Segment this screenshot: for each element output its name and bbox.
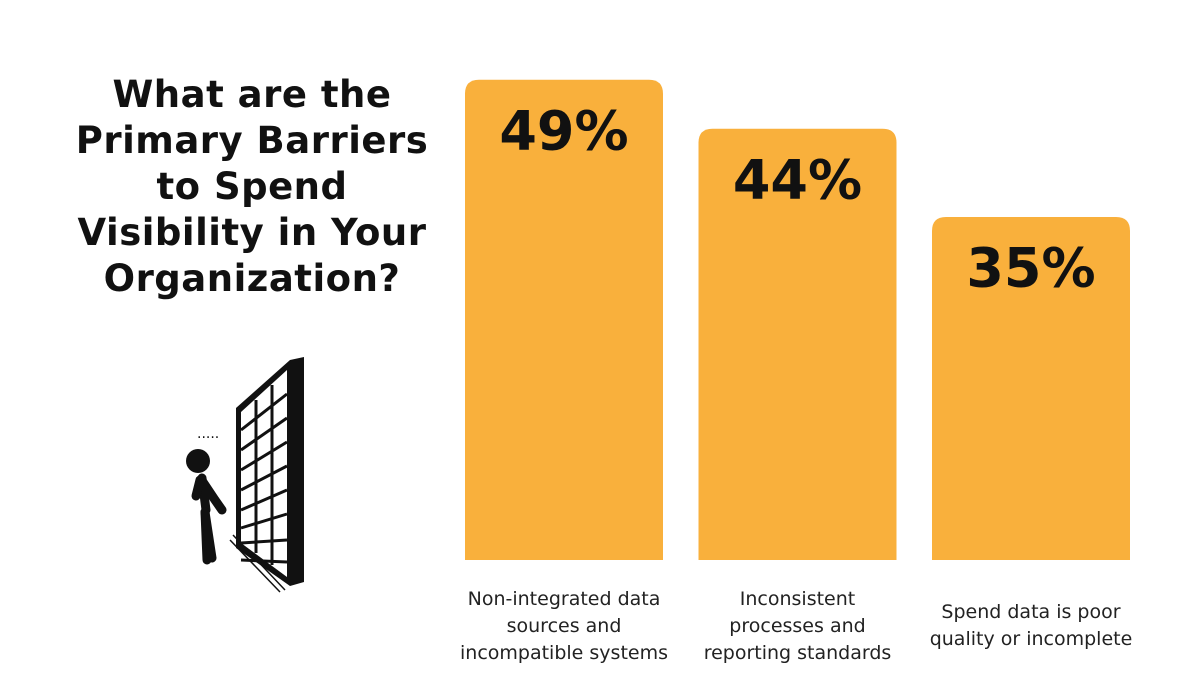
category-label: Spend data is poor quality or incomplete: [929, 601, 1133, 650]
value-label: 49%: [499, 99, 628, 162]
bar: [698, 128, 897, 561]
category-label: Inconsistent processes and reporting sta…: [703, 587, 892, 664]
value-label: 44%: [733, 148, 862, 211]
svg-text:.....: .....: [197, 426, 219, 442]
wall-illustration: .....: [186, 357, 304, 593]
chart-title: What are the Primary Barriers to Spend V…: [75, 73, 429, 300]
value-label: 35%: [966, 237, 1095, 300]
bar: [465, 79, 663, 561]
category-label: Non-integrated data sources and incompat…: [460, 587, 668, 664]
bar: [932, 217, 1130, 560]
